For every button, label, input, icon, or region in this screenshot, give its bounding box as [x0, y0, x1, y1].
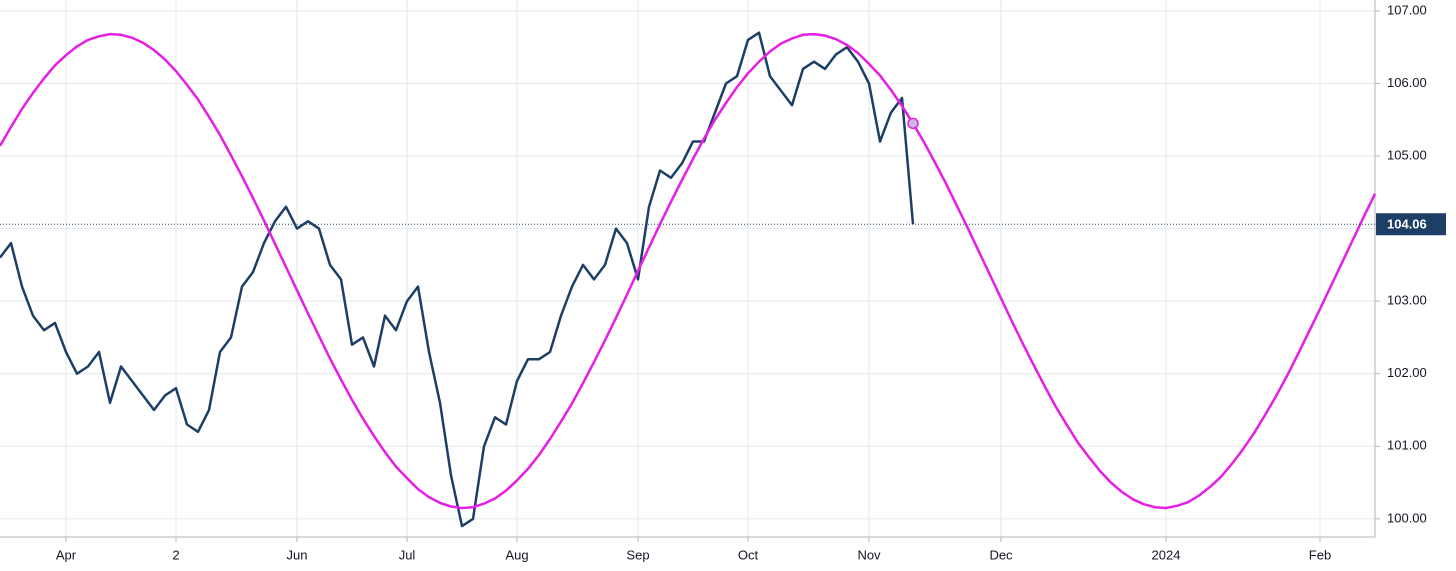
y-tick-label: 105.00 [1387, 147, 1427, 162]
x-tick-label: Aug [505, 547, 528, 562]
cursor-dot [907, 117, 919, 130]
y-tick-label: 107.00 [1387, 2, 1427, 17]
y-tick-label: 103.00 [1387, 293, 1427, 308]
x-tick-label: 2024 [1152, 547, 1181, 562]
x-tick-label: Oct [738, 547, 759, 562]
y-tick-label: 100.00 [1387, 510, 1427, 525]
x-tick-label: Jun [287, 547, 308, 562]
series-line [0, 32, 1377, 510]
x-tick-label: 2 [172, 547, 179, 562]
x-tick-label: Sep [626, 547, 649, 562]
series-line [0, 31, 915, 528]
last-price-box [1376, 213, 1446, 236]
y-tick-label: 101.00 [1387, 438, 1427, 453]
x-tick-label: Nov [857, 547, 881, 562]
x-tick-label: Feb [1309, 547, 1331, 562]
y-tick-label: 102.00 [1387, 365, 1427, 380]
last-price-label: 104.06 [1387, 217, 1427, 232]
x-tick-label: Apr [56, 547, 77, 562]
y-tick-label: 106.00 [1387, 75, 1427, 90]
x-tick-label: Dec [989, 547, 1013, 562]
x-tick-label: Jul [399, 547, 416, 562]
plot-background [0, 0, 1375, 537]
